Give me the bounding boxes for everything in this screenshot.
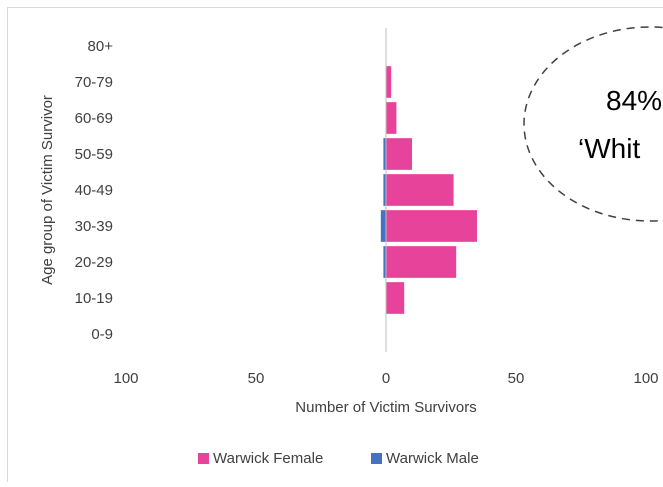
legend: Warwick Female Warwick Male [198, 450, 479, 467]
y-tick-label: 30-39 [75, 218, 113, 235]
bar-warwick-female-60-69 [386, 102, 396, 134]
bars-layer [381, 66, 477, 314]
x-tick-label: 100 [113, 370, 138, 387]
bar-warwick-female-20-29 [386, 246, 456, 278]
y-tick-label: 80+ [88, 38, 114, 55]
y-axis-title: Age group of Victim Survivor [39, 95, 56, 285]
y-tick-labels: 0-9 10-19 20-29 30-39 40-49 50-59 60-69 70-79 80… [75, 38, 114, 343]
callout-circle [524, 27, 663, 221]
bar-warwick-male-30-39 [381, 210, 386, 242]
legend-label: Warwick Male [386, 450, 479, 467]
x-tick-label: 0 [382, 370, 390, 387]
bar-warwick-female-30-39 [386, 210, 477, 242]
y-tick-label: 0-9 [91, 326, 113, 343]
callout-line-1: 84% [606, 85, 662, 116]
legend-swatch [371, 453, 382, 464]
y-tick-label: 40-49 [75, 182, 113, 199]
y-tick-label: 70-79 [75, 74, 113, 91]
callout: 84% ‘Whit [524, 27, 663, 221]
x-tick-label: 50 [508, 370, 525, 387]
bar-warwick-female-70-79 [386, 66, 391, 98]
legend-swatch [198, 453, 209, 464]
legend-label: Warwick Female [213, 450, 323, 467]
y-tick-label: 50-59 [75, 146, 113, 163]
y-tick-label: 60-69 [75, 110, 113, 127]
x-tick-labels: 100 50 0 50 100 [113, 370, 658, 387]
x-tick-label: 100 [633, 370, 658, 387]
bar-warwick-female-50-59 [386, 138, 412, 170]
bar-warwick-female-10-19 [386, 282, 404, 314]
bar-warwick-female-40-49 [386, 174, 454, 206]
x-axis-title: Number of Victim Survivors [295, 399, 476, 416]
y-tick-label: 10-19 [75, 290, 113, 307]
x-tick-label: 50 [248, 370, 265, 387]
y-tick-label: 20-29 [75, 254, 113, 271]
callout-line-2: ‘Whit [578, 133, 640, 164]
